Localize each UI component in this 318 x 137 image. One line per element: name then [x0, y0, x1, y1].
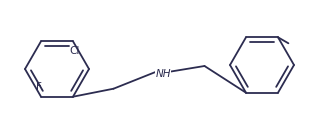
Text: NH: NH: [155, 69, 171, 79]
Text: Cl: Cl: [70, 46, 80, 56]
Text: F: F: [36, 82, 42, 92]
